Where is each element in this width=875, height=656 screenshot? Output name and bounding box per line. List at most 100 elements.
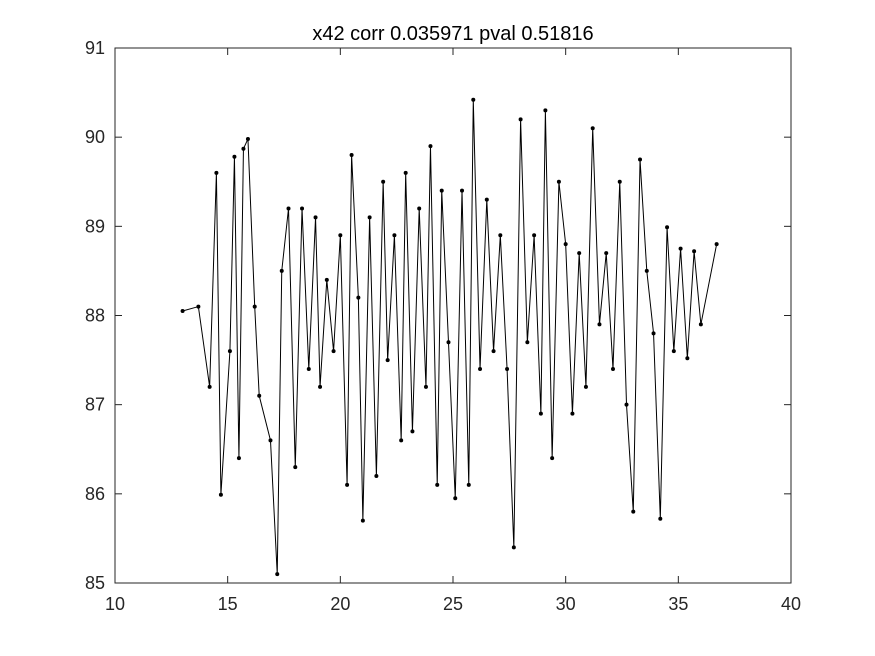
y-tick-label: 87 [85, 395, 105, 415]
data-point [563, 242, 568, 247]
data-point [658, 516, 663, 521]
data-point [651, 331, 656, 336]
data-point [392, 233, 397, 238]
data-point [466, 482, 471, 487]
data-point [692, 249, 697, 254]
data-point [471, 97, 476, 102]
data-point [453, 496, 458, 501]
x-tick-label: 40 [781, 594, 801, 614]
data-point [218, 492, 223, 497]
data-point [435, 482, 440, 487]
data-point [590, 126, 595, 131]
data-point [597, 322, 602, 327]
data-point [279, 268, 284, 273]
y-tick-label: 85 [85, 573, 105, 593]
data-point [525, 340, 530, 345]
axis-tick-labels: 10 15 20 25 30 35 40 85 86 87 88 89 90 91 [85, 38, 801, 614]
data-point [604, 251, 609, 256]
x-tick-label: 35 [668, 594, 688, 614]
data-point [306, 367, 311, 371]
data-point [232, 154, 237, 159]
data-point [318, 384, 323, 389]
data-point [360, 518, 365, 523]
data-point [241, 146, 246, 151]
data-point [423, 384, 428, 389]
y-tick-label: 90 [85, 127, 105, 147]
data-point [275, 572, 280, 577]
data-point [356, 295, 361, 300]
data-point [460, 188, 465, 193]
data-point [638, 157, 643, 162]
data-point [345, 482, 350, 487]
chart-title: x42 corr 0.035971 pval 0.51816 [312, 23, 593, 45]
data-point [532, 233, 537, 238]
data-point [439, 188, 444, 193]
data-point [698, 322, 703, 327]
data-point [374, 474, 379, 478]
data-point [385, 358, 390, 363]
data-point [324, 277, 329, 282]
axis-ticks [114, 47, 792, 584]
data-point [498, 233, 503, 238]
data-point [665, 225, 670, 230]
data-point [268, 438, 273, 443]
data-point [624, 402, 629, 407]
data-point [293, 465, 298, 470]
y-tick-label: 91 [85, 38, 105, 58]
data-point [631, 509, 636, 514]
data-point [428, 144, 433, 149]
data-point [570, 411, 575, 416]
data-point [410, 429, 415, 434]
data-point [518, 117, 523, 122]
data-point [252, 304, 257, 309]
data-point [300, 206, 305, 211]
data-point [685, 356, 690, 361]
data-point [338, 233, 343, 238]
data-point [381, 179, 386, 184]
x-tick-label: 30 [556, 594, 576, 614]
x-tick-label: 10 [105, 594, 125, 614]
data-point [505, 367, 510, 371]
data-point [399, 438, 404, 443]
data-point [617, 179, 622, 184]
x-tick-label: 15 [218, 594, 238, 614]
data-point [207, 384, 212, 389]
data-point [236, 456, 241, 461]
data-point [543, 108, 548, 113]
data-point [286, 206, 291, 211]
data-point [196, 304, 201, 309]
data-point [577, 251, 582, 256]
data-point [610, 367, 615, 371]
data-point [478, 367, 483, 371]
data-point [484, 197, 489, 202]
x-tick-label: 20 [330, 594, 350, 614]
y-tick-label: 86 [85, 484, 105, 504]
data-point [550, 456, 555, 461]
axes-box [114, 47, 792, 584]
data-point [331, 349, 336, 354]
data-point [446, 340, 451, 345]
data-point [349, 153, 354, 157]
data-point [227, 349, 232, 354]
data-point [214, 170, 219, 175]
data-point [538, 411, 543, 416]
data-point [556, 179, 561, 184]
data-point [491, 349, 496, 354]
data-point [403, 170, 408, 175]
data-point [511, 545, 516, 550]
data-point [245, 136, 250, 141]
data-point [644, 268, 649, 273]
data-point [583, 384, 588, 389]
data-point [180, 309, 185, 314]
data-point [671, 349, 676, 354]
y-tick-label: 88 [85, 306, 105, 326]
data-point [257, 393, 262, 398]
data-point [367, 215, 372, 220]
x-tick-label: 25 [443, 594, 463, 614]
data-point [313, 215, 318, 220]
y-tick-label: 89 [85, 216, 105, 236]
data-point [678, 246, 683, 251]
data-point [417, 206, 422, 211]
data-point [714, 242, 719, 247]
